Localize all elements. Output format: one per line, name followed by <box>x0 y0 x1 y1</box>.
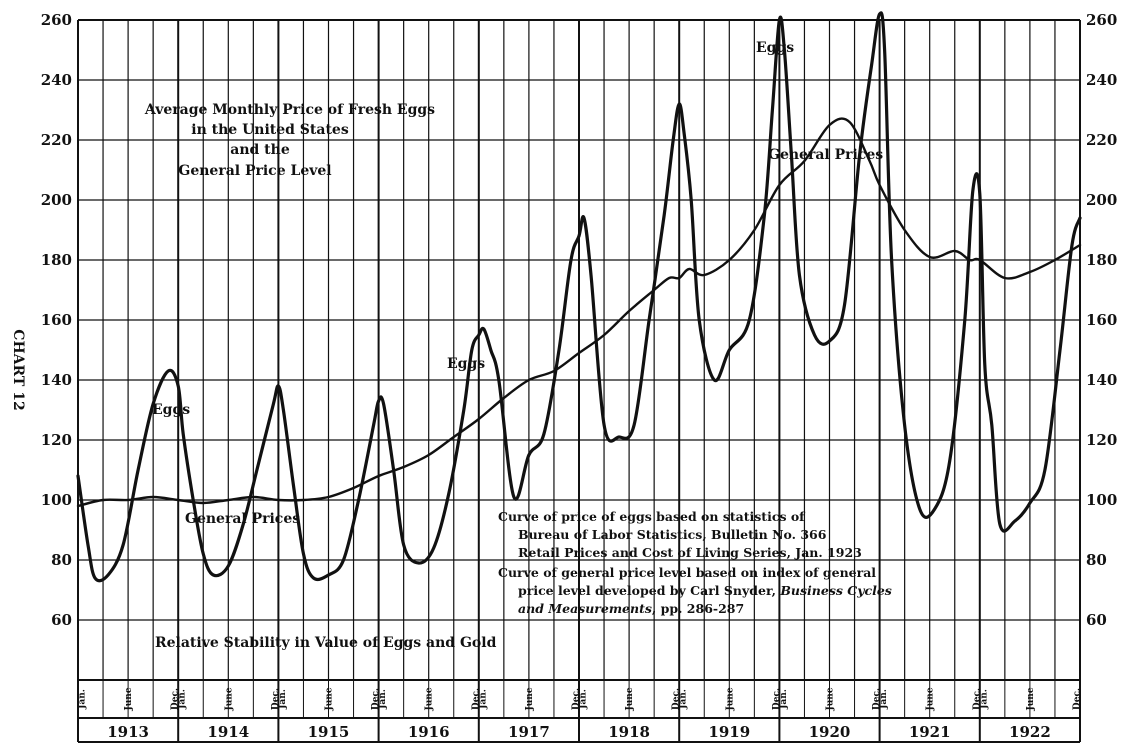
y-tick-label-right: 200 <box>1086 191 1117 209</box>
y-tick-label-right: 220 <box>1086 131 1117 149</box>
x-month-label: June <box>325 687 335 711</box>
y-tick-label-left: 80 <box>51 551 72 569</box>
eggs-label-1917: Eggs <box>447 356 485 372</box>
x-month-label: Jan. <box>579 689 589 710</box>
side-label: CHART 12 <box>10 329 26 410</box>
x-month-label: Dec. <box>1072 688 1082 710</box>
y-tick-label-right: 180 <box>1086 251 1117 269</box>
x-month-label: Dec. <box>371 688 381 710</box>
y-axis-left: 60 80 100 120 140 160 180 200 220 240 260 <box>41 11 72 629</box>
y-tick-label-left: 200 <box>41 191 72 209</box>
y-tick-label-left: 260 <box>41 11 72 29</box>
y-axis-right: 60 80 100 120 140 160 180 200 220 240 260 <box>1086 11 1117 629</box>
y-tick-label-left: 180 <box>41 251 72 269</box>
y-tick-label-right: 160 <box>1086 311 1117 329</box>
note-line-3: Retail Prices and Cost of Living Series,… <box>518 545 862 560</box>
x-month-label: Dec. <box>872 688 882 710</box>
note-line-1: Curve of price of eggs based on statisti… <box>498 509 806 524</box>
x-month-label: Dec. <box>471 688 481 710</box>
chart-title: Average Monthly Price of Fresh Eggs in t… <box>144 102 435 179</box>
x-month-label: June <box>926 687 936 711</box>
series-line-eggs <box>76 11 1082 583</box>
y-tick-label-left: 120 <box>41 431 72 449</box>
y-tick-label-left: 100 <box>41 491 72 509</box>
x-month-label: June <box>525 687 535 711</box>
series-line-general-prices <box>76 117 1082 508</box>
x-month-label: Jan. <box>879 689 889 710</box>
x-month-label: June <box>425 687 435 711</box>
y-tick-label-left: 220 <box>41 131 72 149</box>
x-month-label: Jan. <box>378 689 388 710</box>
title-line-1: Average Monthly Price of Fresh Eggs <box>144 102 435 118</box>
general-prices-label-1914: General Prices <box>185 511 300 527</box>
x-month-label: June <box>124 687 134 711</box>
x-month-label: Dec. <box>672 688 682 710</box>
x-month-label: June <box>625 687 635 711</box>
y-tick-label-right: 80 <box>1086 551 1107 569</box>
x-month-label: Dec. <box>772 688 782 710</box>
x-month-label: Jan. <box>178 689 188 710</box>
x-month-label: June <box>725 687 735 711</box>
y-tick-label-left: 160 <box>41 311 72 329</box>
note-line-4: Curve of general price level based on in… <box>498 565 876 580</box>
eggs-label-1914: Eggs <box>152 402 190 418</box>
x-axis: Jan. June Dec. 1913 Jan. June Dec. 1914 Jan. June… <box>77 680 1082 743</box>
eggs-label-1920: Eggs <box>756 40 794 56</box>
y-tick-label-left: 140 <box>41 371 72 389</box>
x-year-label: 1914 <box>207 723 249 741</box>
x-year-label: 1916 <box>408 723 450 741</box>
note-line-5: price level developed by Carl Snyder, Bu… <box>518 583 892 598</box>
x-year-label: 1913 <box>107 723 149 741</box>
title-line-2: in the United States <box>191 122 349 138</box>
note-line-2: Bureau of Labor Statistics, Bulletin No.… <box>518 527 827 542</box>
y-tick-label-left: 240 <box>41 71 72 89</box>
series-lines <box>76 11 1082 583</box>
x-year-label: 1921 <box>909 723 951 741</box>
y-tick-label-right: 100 <box>1086 491 1117 509</box>
x-month-label: Dec. <box>571 688 581 710</box>
x-month-label: June <box>224 687 234 711</box>
x-month-label: Jan. <box>679 689 689 710</box>
x-month-label: Dec. <box>972 688 982 710</box>
x-month-label: June <box>1026 687 1036 711</box>
y-tick-label-right: 60 <box>1086 611 1107 629</box>
x-month-label: Jan. <box>478 689 488 710</box>
x-month-label: June <box>826 687 836 711</box>
y-tick-label-right: 120 <box>1086 431 1117 449</box>
x-month-label: Dec. <box>171 688 181 710</box>
x-year-label: 1919 <box>708 723 750 741</box>
y-tick-label-right: 240 <box>1086 71 1117 89</box>
x-month-label: Jan. <box>278 689 288 710</box>
x-year-label: 1918 <box>608 723 650 741</box>
x-year-label: 1915 <box>308 723 350 741</box>
x-year-label: 1922 <box>1009 723 1051 741</box>
title-line-4: General Price Level <box>178 163 331 179</box>
note-line-6: and Measurements, pp. 286-287 <box>518 601 744 616</box>
y-tick-label-right: 140 <box>1086 371 1117 389</box>
source-note: Curve of price of eggs based on statisti… <box>498 509 892 616</box>
y-tick-label-left: 60 <box>51 611 72 629</box>
x-month-label: Jan. <box>779 689 789 710</box>
x-month-label: Jan. <box>78 689 88 710</box>
y-tick-label-right: 260 <box>1086 11 1117 29</box>
x-month-label: Dec. <box>271 688 281 710</box>
general-prices-label-1920: General Prices <box>768 147 883 163</box>
x-month-label: Jan. <box>979 689 989 710</box>
title-line-3: and the <box>230 142 290 158</box>
grid <box>77 19 1081 681</box>
chart-subtitle: Relative Stability in Value of Eggs and … <box>155 635 497 651</box>
x-year-label: 1920 <box>809 723 851 741</box>
x-year-label: 1917 <box>508 723 550 741</box>
